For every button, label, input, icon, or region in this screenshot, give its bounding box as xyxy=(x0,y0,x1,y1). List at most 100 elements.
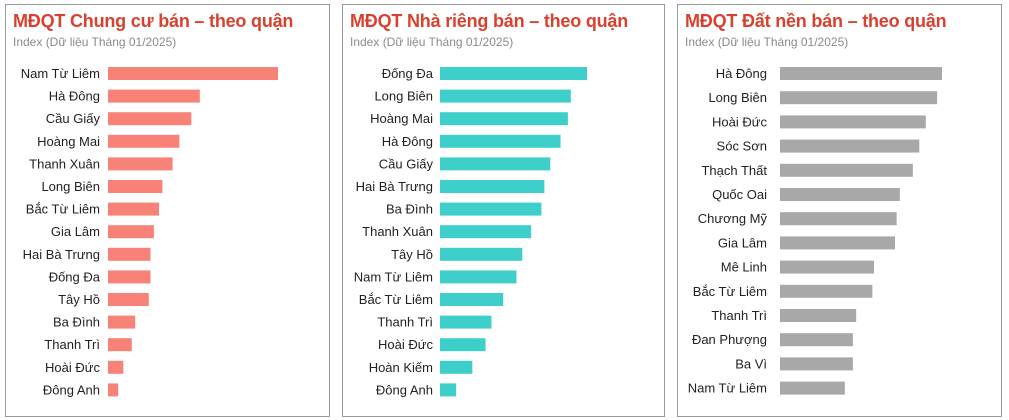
bar-chart-house: Đống Đa Long Biên Hoàng Mai Hà Đông Cầu Giấy… xyxy=(354,66,587,397)
category-label: Ba Đình xyxy=(386,202,433,217)
chart-title: MĐQT Nhà riêng bán – theo quận xyxy=(350,11,629,31)
category-label: Hoài Đức xyxy=(712,114,767,129)
bar xyxy=(108,293,149,306)
category-label: Chương Mỹ xyxy=(698,211,768,226)
chart-panel-land: MĐQT Đất nền bán – theo quận Index (Dữ l… xyxy=(677,4,1002,417)
category-label: Hai Bà Trưng xyxy=(356,179,433,194)
bar xyxy=(440,67,587,80)
category-label: Hai Bà Trưng xyxy=(23,247,100,262)
bar xyxy=(108,270,151,284)
category-label: Long Biên xyxy=(41,179,100,194)
bar xyxy=(440,270,517,284)
bar xyxy=(780,163,913,177)
category-label: Thanh Trì xyxy=(711,308,767,323)
bar xyxy=(780,284,873,298)
bar xyxy=(780,212,897,226)
chart-subtitle: Index (Dữ liệu Tháng 01/2025) xyxy=(13,35,177,49)
bar xyxy=(440,383,457,397)
category-label: Hà Đông xyxy=(716,66,767,81)
category-label: Hoàng Mai xyxy=(37,134,100,149)
bar xyxy=(108,360,124,374)
category-label: Hoài Đức xyxy=(45,360,100,375)
bar xyxy=(780,357,853,371)
bar xyxy=(108,67,278,80)
bar xyxy=(780,381,845,395)
category-label: Đống Đa xyxy=(382,66,434,81)
category-label: Cầu Giấy xyxy=(379,156,434,171)
bar xyxy=(780,91,938,105)
bar xyxy=(108,247,151,261)
category-label: Hà Đông xyxy=(382,134,433,149)
chart-title: MĐQT Chung cư bán – theo quận xyxy=(13,11,294,31)
category-label: Long Biên xyxy=(374,89,433,104)
bar-chart-land: Hà Đông Long Biên Hoài Đức Sóc Sơn Thạch Thấ… xyxy=(688,66,942,396)
category-label: Cầu Giấy xyxy=(46,111,101,126)
bar xyxy=(440,180,545,193)
bar xyxy=(108,180,163,193)
bar xyxy=(108,225,154,239)
bar xyxy=(108,202,159,216)
category-label: Đan Phượng xyxy=(692,332,767,347)
bar xyxy=(440,338,486,352)
category-label: Bắc Từ Liêm xyxy=(359,292,433,307)
bar xyxy=(108,157,173,171)
bar xyxy=(440,134,561,148)
bar xyxy=(440,293,504,306)
category-label: Mê Linh xyxy=(721,260,767,275)
chart-subtitle: Index (Dữ liệu Tháng 01/2025) xyxy=(685,35,849,49)
category-label: Nam Từ Liêm xyxy=(688,381,767,396)
category-label: Bắc Từ Liêm xyxy=(26,202,100,217)
bar xyxy=(440,157,551,171)
category-label: Bắc Từ Liêm xyxy=(693,284,767,299)
category-label: Tây Hồ xyxy=(58,292,100,307)
category-label: Gia Lâm xyxy=(718,235,767,250)
bar xyxy=(108,383,119,397)
category-label: Đông Anh xyxy=(376,382,433,397)
bar xyxy=(780,260,874,274)
bar xyxy=(108,89,200,103)
category-label: Thanh Xuân xyxy=(362,224,433,239)
bar xyxy=(780,309,857,322)
category-label: Hoàng Mai xyxy=(370,111,433,126)
bar xyxy=(780,115,926,129)
bar-chart-apartment: Nam Từ Liêm Hà Đông Cầu Giấy Hoàng Mai Thanh… xyxy=(21,66,278,397)
category-label: Sóc Sơn xyxy=(717,139,767,154)
bar xyxy=(440,112,568,126)
bar xyxy=(780,188,900,201)
category-label: Thanh Trì xyxy=(44,337,100,352)
category-label: Quốc Oai xyxy=(712,187,767,202)
bar xyxy=(440,89,571,103)
category-label: Hoàn Kiếm xyxy=(369,360,433,375)
chart-panel-apartment: MĐQT Chung cư bán – theo quận Index (Dữ … xyxy=(5,4,330,417)
category-label: Hoài Đức xyxy=(378,337,433,352)
category-label: Thanh Xuân xyxy=(29,156,100,171)
category-label: Ba Vì xyxy=(735,356,767,371)
category-label: Nam Từ Liêm xyxy=(21,66,100,81)
bar xyxy=(108,315,136,329)
bar xyxy=(440,202,542,216)
category-label: Hà Đông xyxy=(49,89,100,104)
category-label: Long Biên xyxy=(708,90,767,105)
category-label: Gia Lâm xyxy=(51,224,100,239)
bar xyxy=(108,338,132,352)
bar xyxy=(440,360,473,374)
chart-panel-house: MĐQT Nhà riêng bán – theo quận Index (Dữ… xyxy=(342,4,665,417)
category-label: Ba Đình xyxy=(53,315,100,330)
category-label: Đông Anh xyxy=(43,382,100,397)
bar xyxy=(780,139,920,153)
bar xyxy=(108,112,192,126)
category-label: Thạch Thất xyxy=(701,163,767,178)
chart-title: MĐQT Đất nền bán – theo quận xyxy=(685,11,947,31)
bar xyxy=(780,333,853,347)
chart-subtitle: Index (Dữ liệu Tháng 01/2025) xyxy=(350,35,514,49)
bar xyxy=(780,236,896,250)
category-label: Tây Hồ xyxy=(391,247,433,262)
bar xyxy=(440,225,532,239)
bar xyxy=(440,315,492,329)
bar xyxy=(780,67,942,80)
bar xyxy=(440,247,523,261)
category-label: Đống Đa xyxy=(49,269,101,284)
category-label: Nam Từ Liêm xyxy=(354,269,433,284)
bar xyxy=(108,134,180,148)
category-label: Thanh Trì xyxy=(377,315,433,330)
